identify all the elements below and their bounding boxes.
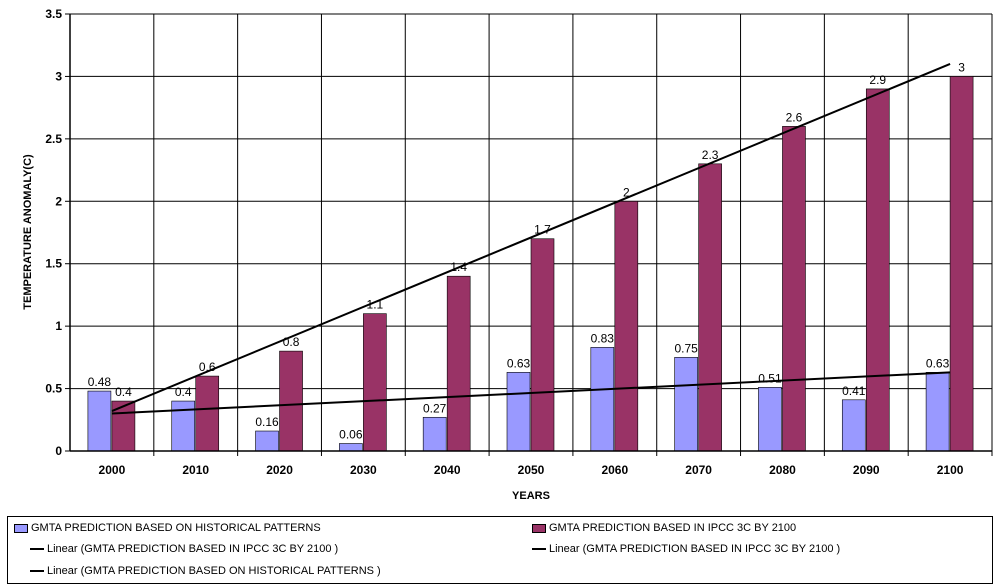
x-tick-label-2020: 2020 [266, 463, 293, 477]
legend-label-linear-ipcc-2: Linear (GMTA PREDICTION BASED IN IPCC 3C… [549, 543, 841, 555]
y-tick-label: 3.5 [45, 7, 62, 21]
legend-swatch-historical [14, 523, 28, 533]
x-tick-label-2060: 2060 [601, 463, 628, 477]
trendline-ipcc [111, 63, 951, 412]
bar-ipcc-2090 [865, 88, 890, 452]
data-label-ipcc-2020: 0.8 [283, 335, 300, 349]
legend-swatch-ipcc [532, 523, 546, 533]
data-label-historical-2040: 0.27 [423, 401, 447, 415]
legend-label-ipcc: GMTA PREDICTION BASED IN IPCC 3C BY 2100 [549, 522, 797, 534]
data-label-historical-2060: 0.83 [591, 331, 615, 345]
data-label-historical-2000: 0.48 [88, 375, 112, 389]
bar-ipcc-2020 [279, 350, 303, 452]
data-label-ipcc-2100: 3 [958, 60, 965, 74]
bar-historical-2070 [674, 357, 698, 452]
data-label-ipcc-2050: 1.7 [534, 223, 551, 237]
bar-historical-2000 [87, 390, 112, 452]
bar-historical-2040 [422, 416, 447, 452]
bar-ipcc-2060 [614, 200, 639, 452]
y-tick-label: 0.5 [45, 382, 62, 396]
data-label-ipcc-2000: 0.4 [115, 385, 132, 399]
data-label-ipcc-2040: 1.4 [450, 260, 467, 274]
legend-label-historical: GMTA PREDICTION BASED ON HISTORICAL PATT… [31, 522, 321, 534]
x-tick-label-2080: 2080 [769, 463, 796, 477]
bar-ipcc-2030 [363, 313, 387, 452]
bar-historical-2030 [339, 443, 363, 452]
data-label-ipcc-2090: 2.9 [869, 73, 886, 87]
bar-historical-2010 [171, 400, 196, 452]
x-tick-label-2040: 2040 [434, 463, 461, 477]
y-tick-label: 1.5 [45, 257, 62, 271]
bar-historical-2090 [841, 399, 866, 452]
x-tick-label-2030: 2030 [350, 463, 377, 477]
data-label-historical-2050: 0.63 [507, 356, 531, 370]
bar-historical-2050 [506, 372, 531, 452]
legend-label-linear-historical: Linear (GMTA PREDICTION BASED ON HISTORI… [47, 565, 381, 577]
data-label-historical-2080: 0.51 [758, 371, 782, 385]
x-tick-label-2090: 2090 [853, 463, 880, 477]
bar-ipcc-2080 [782, 126, 806, 452]
data-label-historical-2010: 0.4 [175, 385, 192, 399]
y-tick-label: 1 [55, 319, 62, 333]
data-label-historical-2020: 0.16 [255, 415, 279, 429]
data-label-ipcc-2010: 0.6 [199, 360, 216, 374]
chart-canvas: 0.480.40.160.060.270.630.830.750.510.410… [22, 7, 993, 502]
data-label-ipcc-2070: 2.3 [702, 148, 719, 162]
y-tick-label: 0 [55, 444, 62, 458]
y-tick-label: 3 [55, 69, 62, 83]
bar-ipcc-2070 [698, 163, 722, 452]
x-tick-label-2000: 2000 [99, 463, 126, 477]
bar-historical-2100 [925, 372, 950, 452]
trendline-historical [111, 371, 951, 415]
bar-historical-2060 [590, 347, 615, 452]
data-label-ipcc-2080: 2.6 [786, 110, 803, 124]
legend-line-linear-ipcc-1 [30, 548, 44, 550]
bar-historical-2080 [758, 387, 782, 452]
legend-label-linear-ipcc-1: Linear (GMTA PREDICTION BASED IN IPCC 3C… [47, 543, 339, 555]
y-tick-label: 2.5 [45, 132, 62, 146]
bar-ipcc-2050 [530, 238, 555, 452]
data-label-ipcc-2060: 2 [623, 185, 630, 199]
x-tick-label-2050: 2050 [518, 463, 545, 477]
legend-line-linear-ipcc-2 [532, 548, 546, 550]
data-label-historical-2100: 0.63 [926, 356, 950, 370]
chart-legend: GMTA PREDICTION BASED ON HISTORICAL PATT… [7, 516, 993, 584]
data-label-historical-2030: 0.06 [339, 428, 363, 442]
x-axis-title: YEARS [512, 490, 550, 502]
y-tick-label: 2 [55, 194, 62, 208]
y-axis-title: TEMPERATURE ANOMALY(C) [22, 154, 34, 310]
x-tick-label-2070: 2070 [685, 463, 712, 477]
legend-item-linear-historical: Linear (GMTA PREDICTION BASED ON HISTORI… [30, 565, 381, 577]
bar-ipcc-2100 [949, 76, 974, 452]
data-label-ipcc-2030: 1.1 [367, 298, 384, 312]
legend-line-linear-historical [30, 570, 44, 572]
data-label-historical-2070: 0.75 [674, 341, 698, 355]
bar-ipcc-2010 [195, 375, 220, 452]
legend-item-linear-ipcc-2: Linear (GMTA PREDICTION BASED IN IPCC 3C… [532, 543, 840, 555]
legend-item-ipcc: GMTA PREDICTION BASED IN IPCC 3C BY 2100 [532, 522, 796, 534]
x-tick-label-2010: 2010 [182, 463, 209, 477]
legend-item-linear-ipcc-1: Linear (GMTA PREDICTION BASED IN IPCC 3C… [30, 543, 338, 555]
data-label-historical-2090: 0.41 [842, 384, 866, 398]
bar-ipcc-2040 [446, 275, 471, 452]
x-tick-label-2100: 2100 [937, 463, 964, 477]
legend-item-historical: GMTA PREDICTION BASED ON HISTORICAL PATT… [14, 522, 321, 534]
bar-historical-2020 [255, 430, 279, 452]
